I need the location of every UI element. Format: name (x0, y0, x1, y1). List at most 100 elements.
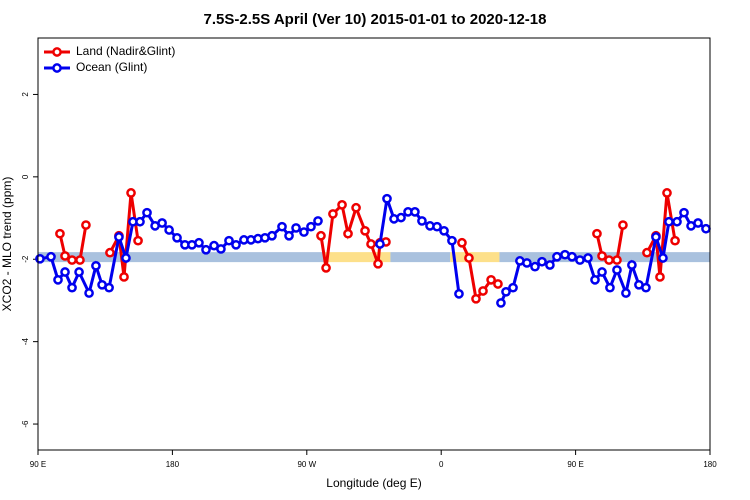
data-point (605, 282, 615, 293)
data-point (231, 239, 241, 250)
data-point (224, 235, 234, 246)
data-point (316, 230, 326, 241)
data-point (53, 274, 63, 285)
data-point (114, 232, 124, 242)
x-tick-label: 90 E (30, 460, 46, 469)
data-point (375, 239, 385, 249)
data-point (679, 207, 689, 218)
data-point (537, 256, 547, 267)
data-point (597, 251, 607, 261)
data-point (119, 272, 129, 282)
data-point (284, 230, 294, 241)
data-point (457, 237, 467, 248)
data-point (313, 216, 323, 226)
data-point (642, 247, 652, 258)
data-point (641, 282, 651, 293)
data-point (432, 221, 442, 232)
legend-marker (52, 63, 62, 73)
data-point (693, 218, 703, 228)
data-point (701, 223, 711, 234)
x-tick-label: 90 W (297, 460, 316, 469)
data-point (567, 251, 577, 262)
data-point (267, 230, 277, 241)
data-point (447, 235, 457, 246)
data-point (545, 260, 555, 270)
x-tick-label: 90 E (567, 460, 583, 469)
data-point (439, 225, 449, 236)
data-point (157, 218, 167, 228)
data-point (299, 227, 309, 237)
data-point (135, 216, 145, 227)
data-point (351, 202, 361, 213)
data-point (604, 255, 614, 265)
y-tick-label: 0 (21, 174, 30, 179)
data-point (67, 282, 77, 293)
data-point (133, 235, 143, 246)
data-point (194, 237, 204, 248)
chart-title: 7.5S-2.5S April (Ver 10) 2015-01-01 to 2… (204, 11, 547, 28)
data-point (91, 260, 101, 271)
data-point (612, 265, 622, 275)
legend-label: Ocean (Glint) (76, 60, 147, 74)
data-point (592, 228, 602, 239)
data-point (655, 272, 665, 282)
data-point (104, 282, 114, 293)
data-point (201, 244, 211, 255)
x-tick-label: 180 (703, 460, 717, 469)
data-point (382, 193, 392, 204)
data-point (464, 253, 474, 263)
y-tick-label: 2 (21, 92, 30, 97)
data-point (55, 228, 65, 239)
data-point (142, 207, 152, 218)
data-point (552, 251, 562, 262)
data-point (486, 274, 496, 285)
x-tick-label: 0 (439, 460, 444, 469)
data-point (366, 239, 376, 249)
data-point (360, 225, 370, 236)
data-point (121, 253, 131, 263)
data-point (471, 293, 481, 304)
data-point (651, 232, 661, 242)
data-point (621, 288, 631, 298)
data-point (60, 267, 70, 277)
data-point (373, 258, 383, 269)
y-tick-label: -6 (21, 420, 30, 428)
data-point (35, 253, 45, 264)
data-point (612, 255, 622, 265)
data-point (590, 274, 600, 285)
x-tick-label: 180 (166, 460, 180, 469)
data-point (75, 255, 85, 265)
data-point (658, 253, 668, 263)
plot-frame (37, 37, 711, 451)
data-point (328, 209, 338, 219)
data-point (454, 289, 464, 299)
data-point (105, 247, 115, 258)
data-point (321, 263, 331, 273)
data-point (597, 267, 607, 277)
data-point (164, 225, 174, 235)
data-point (291, 223, 301, 233)
data-point (396, 212, 406, 223)
y-tick-label: -2 (21, 255, 30, 263)
data-point (662, 188, 672, 198)
y-axis-label: XCO2 - MLO trend (ppm) (0, 177, 14, 312)
data-point (60, 251, 70, 261)
data-point (410, 207, 420, 217)
data-point (478, 286, 488, 296)
data-point (583, 253, 593, 263)
data-point (306, 221, 316, 232)
data-point (337, 200, 347, 210)
data-point (126, 188, 136, 198)
y-tick-label: -4 (21, 338, 30, 346)
data-point (84, 288, 94, 298)
data-point (277, 221, 287, 232)
data-point (618, 220, 628, 230)
data-point (343, 228, 353, 239)
data-point (575, 255, 585, 265)
data-point (501, 286, 511, 297)
data-point (664, 216, 674, 227)
data-point (496, 298, 506, 308)
data-point (172, 232, 182, 243)
data-point (672, 216, 682, 227)
